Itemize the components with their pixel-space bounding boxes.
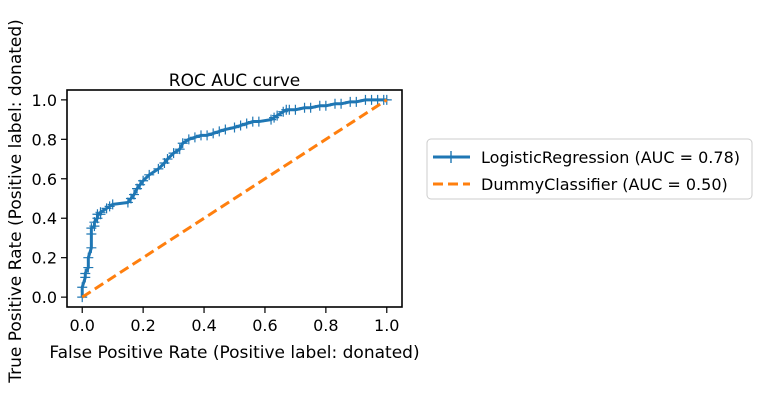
roc-point (80, 268, 91, 279)
y-axis: 0.0 0.2 0.4 0.6 0.8 1.0 (32, 91, 67, 307)
roc-point (83, 262, 94, 273)
roc-point (138, 175, 149, 186)
legend-label-logistic: LogisticRegression (AUC = 0.78) (481, 148, 740, 167)
y-tick-label: 1.0 (32, 91, 57, 110)
legend: LogisticRegression (AUC = 0.78) DummyCla… (426, 138, 753, 200)
legend-items (433, 151, 470, 186)
roc-point (144, 169, 155, 180)
roc-point (290, 104, 301, 115)
legend-label-dummy: DummyClassifier (AUC = 0.50) (481, 175, 728, 194)
x-tick-label: 0.2 (130, 316, 155, 335)
roc-point (235, 120, 246, 131)
plot-area (77, 94, 392, 303)
roc-point (305, 102, 316, 113)
roc-point (381, 94, 392, 105)
roc-point (153, 163, 164, 174)
y-tick-label: 0.4 (32, 209, 57, 228)
roc-curve-dummy (81, 98, 388, 299)
roc-point (77, 292, 88, 303)
roc-point (95, 207, 106, 218)
x-tick-label: 0.6 (252, 316, 277, 335)
roc-point (351, 96, 362, 107)
y-tick-label: 0.8 (32, 130, 57, 149)
roc-point (86, 242, 97, 253)
roc-point (208, 128, 219, 139)
y-tick-label: 0.0 (32, 288, 57, 307)
x-tick-label: 1.0 (374, 316, 399, 335)
x-axis: 0.0 0.2 0.4 0.6 0.8 1.0 (70, 307, 399, 335)
roc-point (162, 154, 173, 165)
roc-point (83, 252, 94, 263)
roc-point (189, 132, 200, 143)
y-tick-label: 0.6 (32, 170, 57, 189)
chart-title: ROC AUC curve (169, 71, 300, 91)
roc-point (214, 126, 225, 137)
roc-point (220, 124, 231, 135)
roc-point (253, 116, 264, 127)
y-tick-label: 0.2 (32, 249, 57, 268)
legend-box (426, 138, 753, 200)
roc-point (177, 138, 188, 149)
roc-point (202, 130, 213, 141)
roc-point (168, 148, 179, 159)
roc-point (229, 122, 240, 133)
x-tick-label: 0.4 (191, 316, 216, 335)
roc-point (320, 100, 331, 111)
roc-point (77, 282, 88, 293)
x-axis-label: False Positive Rate (Positive label: don… (49, 343, 419, 363)
x-tick-label: 0.0 (70, 316, 95, 335)
x-tick-label: 0.8 (313, 316, 338, 335)
plot-frame (66, 89, 403, 308)
roc-point (107, 199, 118, 210)
roc-point (129, 189, 139, 200)
roc-point (241, 118, 252, 129)
y-axis-label: True Positive Rate (Positive label: dona… (6, 19, 26, 384)
roc-point (183, 134, 194, 145)
roc-point (174, 144, 185, 155)
roc-point (272, 110, 283, 121)
legend-marker (446, 151, 456, 163)
roc-point (336, 98, 347, 109)
